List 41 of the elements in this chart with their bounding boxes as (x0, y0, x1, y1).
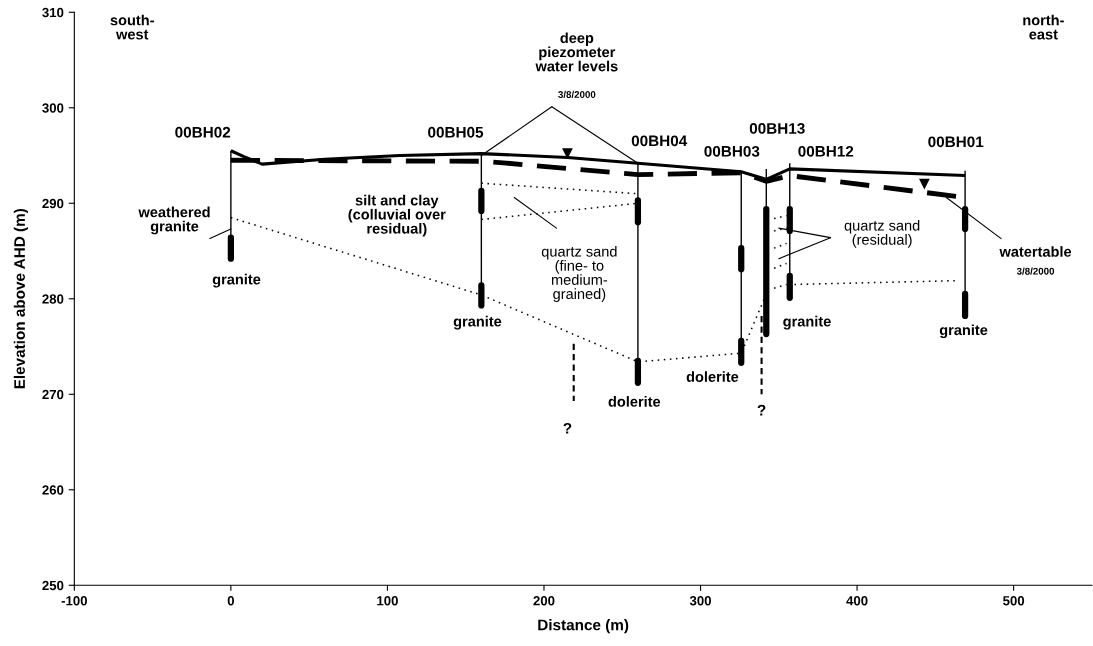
y-tick-label: 250 (42, 580, 64, 591)
x-tick-label: 300 (689, 596, 711, 606)
x-axis-title: Distance (m) (538, 619, 629, 634)
annotation: granite (783, 315, 831, 330)
x-tick-label: 100 (377, 596, 398, 606)
y-tick-label: 280 (42, 294, 64, 304)
annotation: ? (757, 404, 766, 416)
annotation: 00BH13 (749, 123, 805, 134)
y-tick-label: 300 (42, 103, 64, 113)
x-tick-label: -100 (61, 596, 87, 606)
y-tick-label: 310 (42, 7, 64, 18)
annotation: 00BH12 (798, 145, 854, 157)
annotation: granite (212, 273, 261, 288)
annotation: granite (453, 315, 502, 330)
annotation: 3/8/2000 (1016, 267, 1055, 275)
annotation: silt and clay (colluvial over residual) (348, 194, 446, 237)
annotation: south- west (110, 14, 154, 40)
x-tick-label: 200 (533, 596, 555, 606)
annotation: 00BH04 (631, 135, 688, 147)
annotation: dolerite (686, 371, 739, 382)
annotation: 00BH03 (704, 145, 760, 157)
annotation: watertable (999, 246, 1072, 257)
y-tick-label: 270 (42, 389, 64, 400)
annotation: deep piezometer water levels (535, 32, 618, 72)
annotation: 00BH02 (175, 126, 231, 138)
annotation: 00BH01 (928, 136, 984, 148)
x-tick-label: 400 (846, 596, 868, 606)
annotation: 00BH05 (428, 126, 484, 138)
y-tick-label: 260 (42, 485, 64, 495)
y-axis-title: Elevation above AHD (m) (13, 208, 29, 389)
annotation: ? (563, 422, 572, 434)
annotation: quartz sand (fine- to medium- grained) (541, 245, 617, 302)
annotation: weathered granite (138, 206, 210, 235)
x-tick-label: 0 (227, 596, 234, 606)
y-tick-label: 290 (42, 198, 64, 209)
x-tick-label: 500 (1003, 596, 1025, 606)
annotation: dolerite (608, 396, 661, 407)
annotation: quartz sand (residual) (844, 219, 920, 248)
annotation: granite (939, 324, 988, 339)
annotation: 3/8/2000 (558, 90, 596, 99)
annotation: north- east (1023, 14, 1064, 40)
